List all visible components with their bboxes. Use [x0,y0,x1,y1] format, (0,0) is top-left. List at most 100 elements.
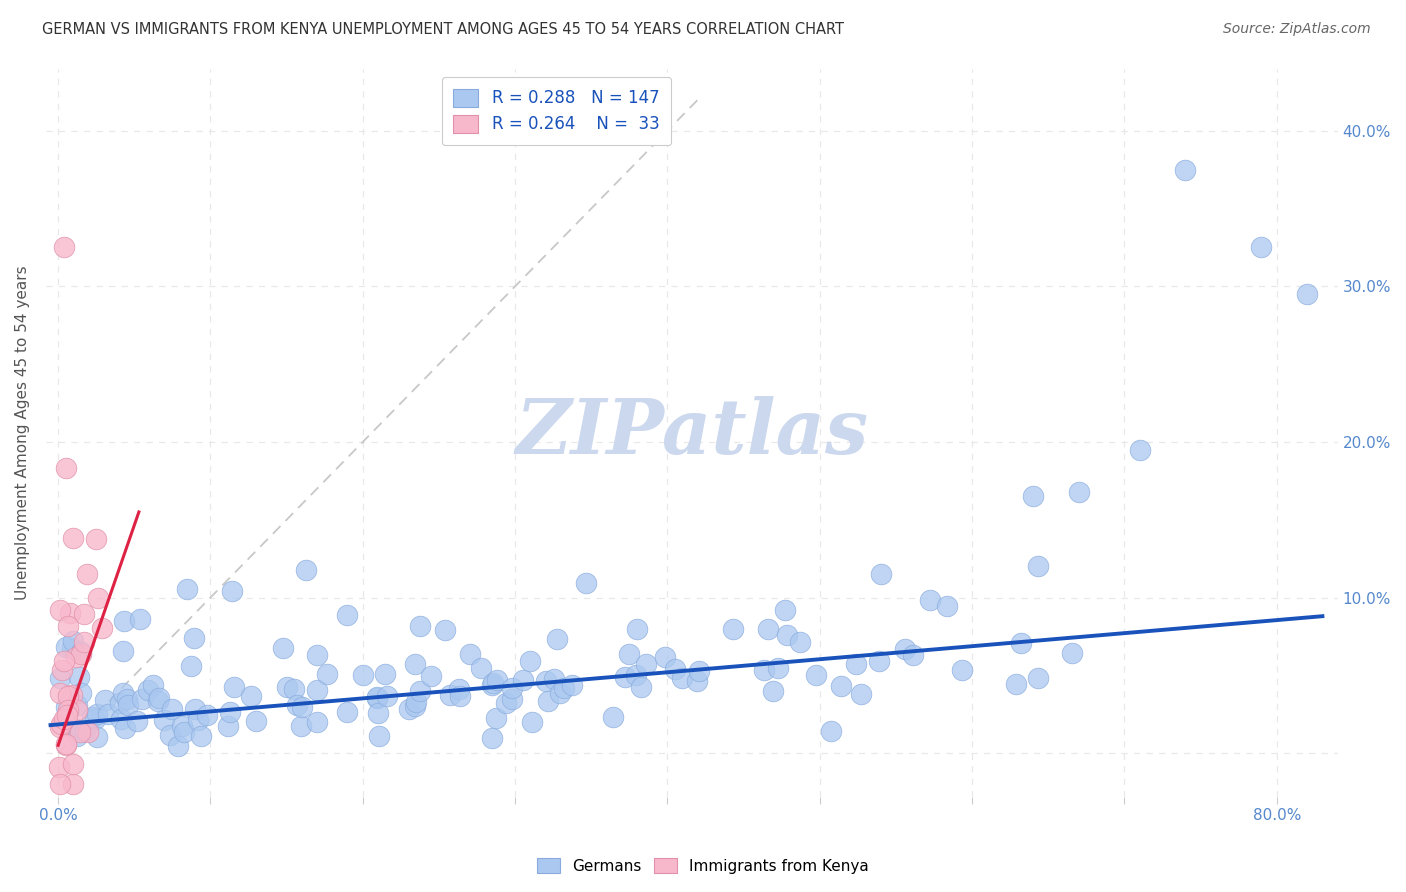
Point [485,711,508,725]
Point [721,622,744,636]
Point [58,689,80,703]
Point [671,671,693,685]
Point [1250,240,1272,254]
Point [420,668,443,682]
Point [167,739,190,754]
Point [49,686,72,700]
Point [307,715,329,730]
Point [48,777,70,791]
Point [53,712,76,726]
Point [409,618,432,632]
Point [183,632,205,646]
Point [66,702,89,716]
Point [449,689,471,703]
Point [830,679,852,693]
Point [184,702,207,716]
Point [1296,287,1319,301]
Point [1010,636,1032,650]
Point [1129,442,1152,457]
Point [398,702,420,716]
Point [86,706,108,721]
Point [405,695,427,709]
Point [55,738,77,752]
Point [180,659,202,673]
Point [305,683,328,698]
Point [49,717,72,731]
Point [630,680,652,694]
Point [367,729,389,743]
Point [686,673,709,688]
Point [94,693,117,707]
Point [366,691,388,706]
Point [868,654,890,668]
Point [636,657,658,671]
Point [62,777,84,791]
Point [481,678,503,692]
Legend: R = 0.288   N = 147, R = 0.264    N =  33: R = 0.288 N = 147, R = 0.264 N = 33 [441,77,671,145]
Point [305,648,328,662]
Point [218,705,240,719]
Point [481,731,503,745]
Point [295,563,318,577]
Point [62,532,84,546]
Point [245,714,267,728]
Point [336,608,359,623]
Point [537,694,560,708]
Point [148,694,170,708]
Point [845,657,868,671]
Point [76,567,98,582]
Point [70,686,93,700]
Point [141,678,163,692]
Point [108,696,131,710]
Point [222,680,245,694]
Text: Source: ZipAtlas.com: Source: ZipAtlas.com [1223,22,1371,37]
Point [55,699,77,714]
Point [851,687,873,701]
Point [112,614,135,628]
Point [366,690,388,705]
Point [433,623,456,637]
Point [70,645,93,659]
Point [624,668,647,682]
Point [654,650,676,665]
Point [190,729,212,743]
Point [197,708,219,723]
Point [543,672,565,686]
Point [48,760,70,774]
Point [114,721,136,735]
Y-axis label: Unemployment Among Ages 45 to 54 years: Unemployment Among Ages 45 to 54 years [15,265,30,600]
Point [49,603,72,617]
Point [66,729,89,743]
Point [136,682,159,697]
Point [62,757,84,772]
Point [546,632,568,646]
Point [117,692,139,706]
Point [470,661,492,675]
Point [290,719,312,733]
Point [773,603,796,617]
Point [60,688,83,702]
Point [404,657,426,672]
Point [239,689,262,703]
Point [1026,671,1049,685]
Point [449,682,471,697]
Point [482,675,505,690]
Point [55,461,77,475]
Point [65,649,87,664]
Point [56,618,79,632]
Point [170,718,193,732]
Point [893,642,915,657]
Point [626,622,648,636]
Point [62,634,84,648]
Point [367,706,389,720]
Point [55,640,77,655]
Point [59,606,82,620]
Point [153,713,176,727]
Point [1174,162,1197,177]
Point [404,699,426,714]
Point [614,670,637,684]
Point [160,702,183,716]
Point [73,724,96,739]
Point [283,681,305,696]
Point [67,670,90,684]
